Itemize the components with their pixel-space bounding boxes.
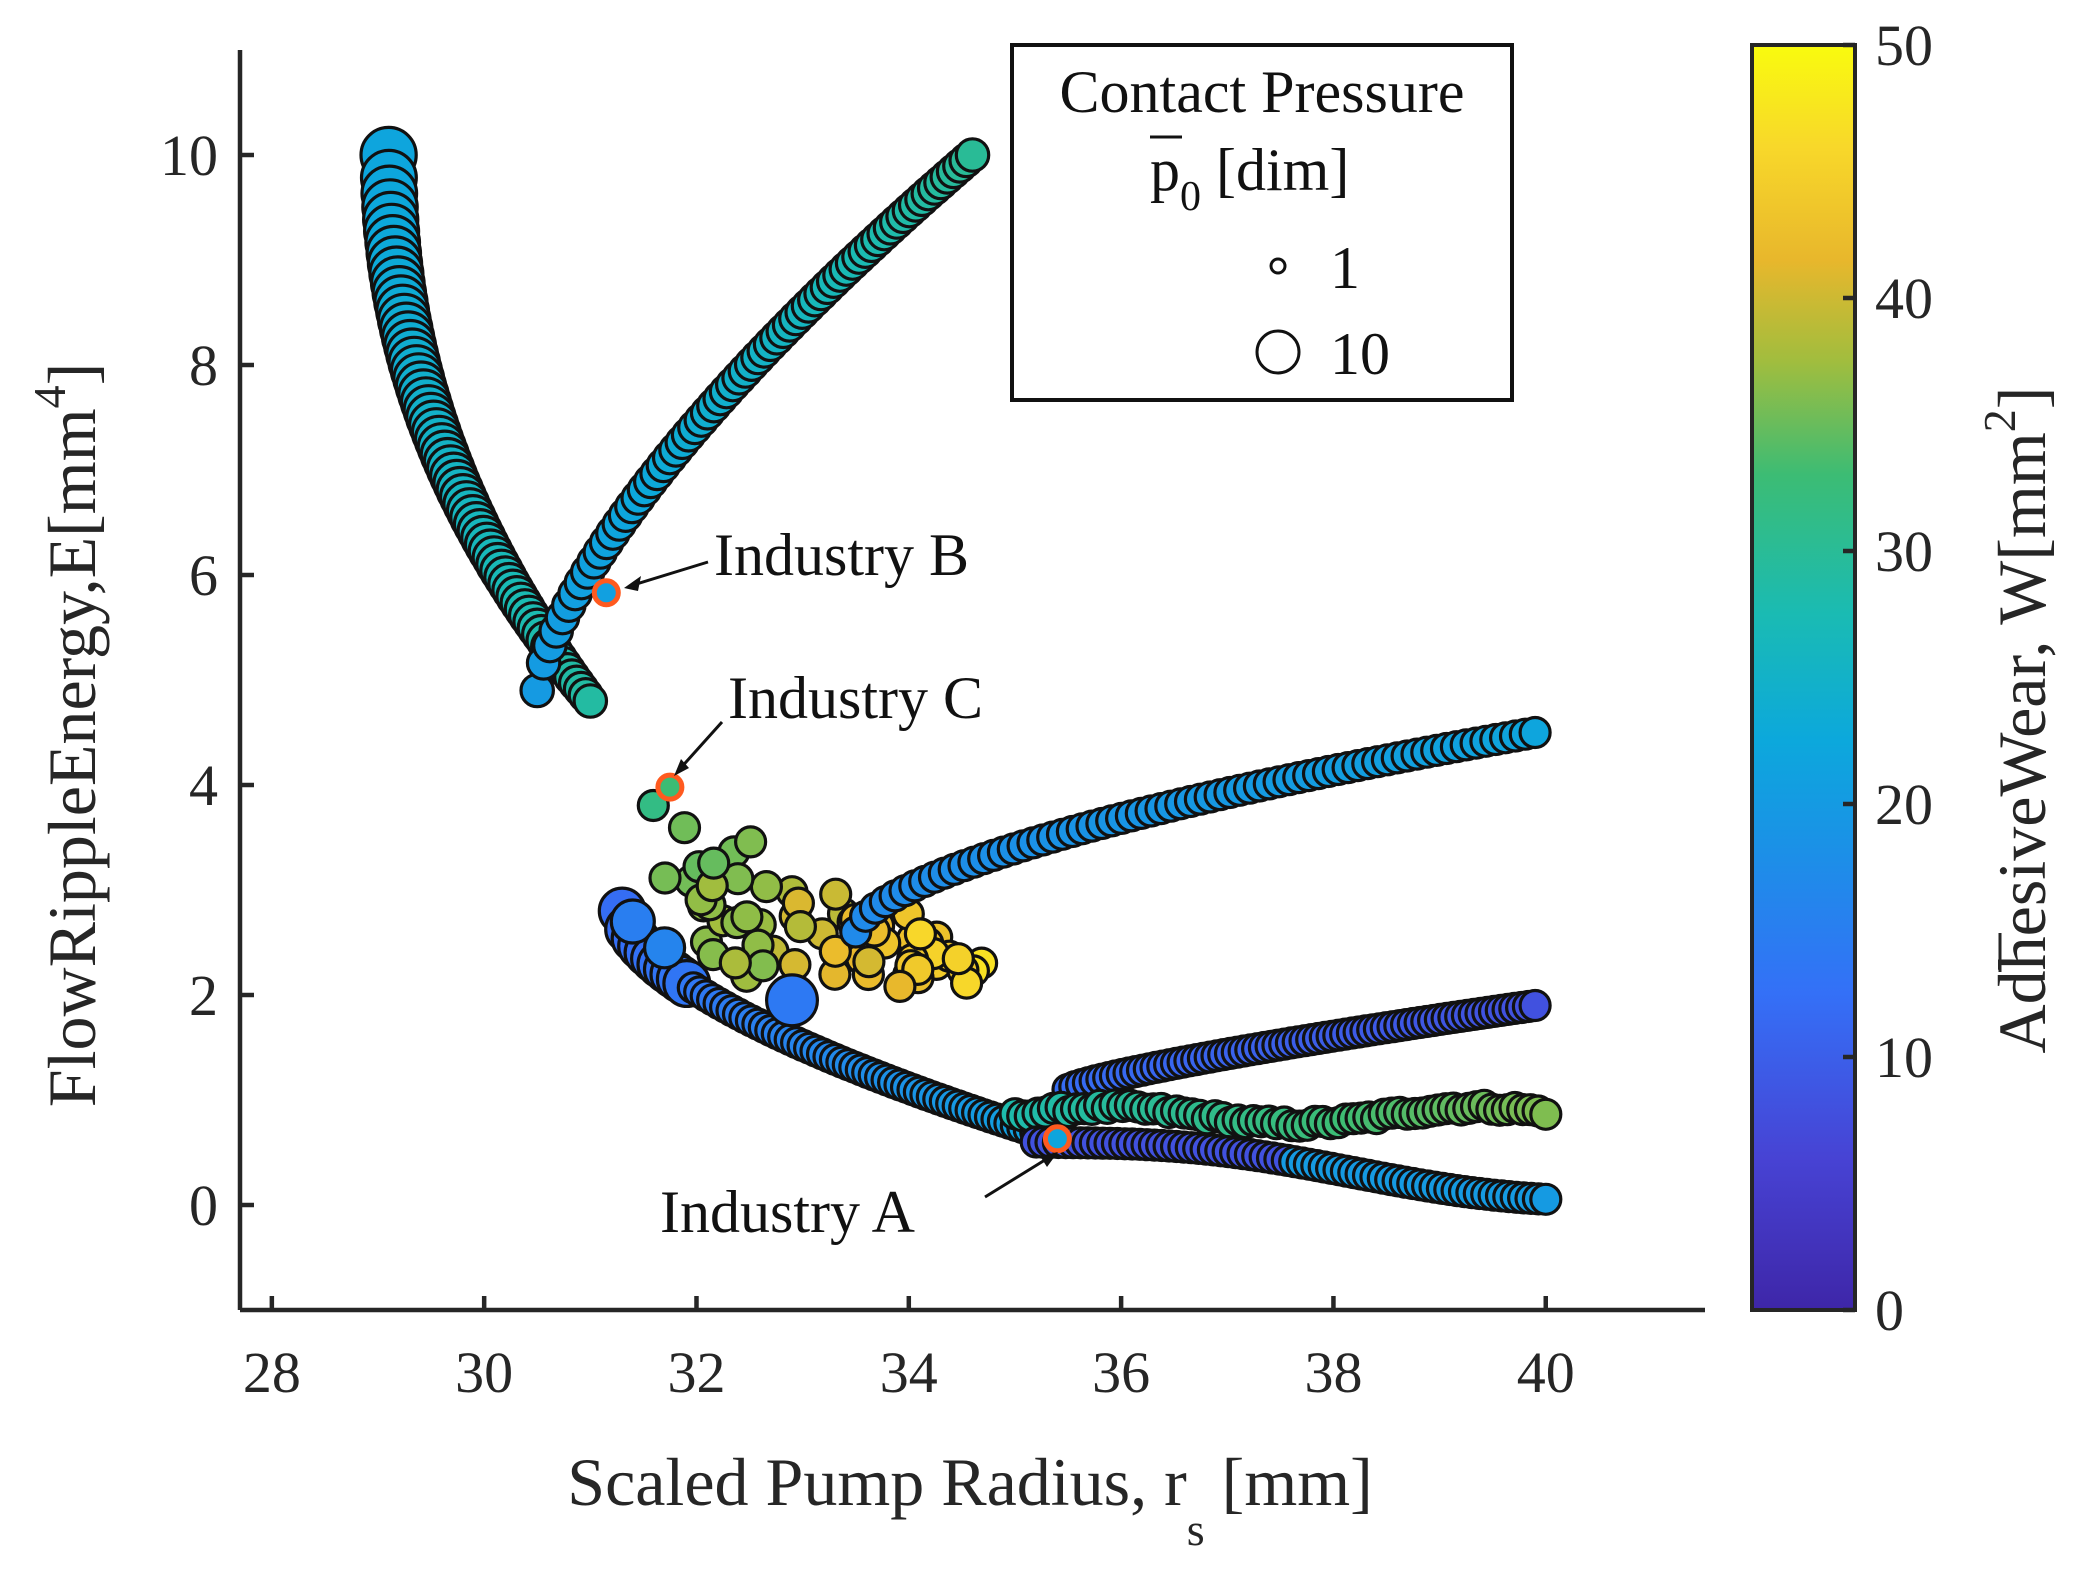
annotation-arrowhead [674,759,689,776]
y-tick-label: 0 [189,1173,218,1238]
data-point [903,917,938,951]
data-point [1518,988,1552,1023]
highlighted-points [591,578,1072,1154]
annotation-label: Industry C [728,665,983,731]
data-point [783,909,818,944]
legend-title: Contact Pressure [1060,59,1465,125]
data-point [819,877,853,911]
x-ticks: 28 30 32 34 36 38 40 [243,1296,1575,1405]
size-legend: Contact Pressure p0 [dim] 1 10 [1010,43,1514,402]
data-point [954,137,991,173]
highlight-point [591,578,621,608]
legend-entry-10: 10 [1330,321,1390,387]
x-tick-label: 40 [1517,1340,1575,1405]
colorbar-gradient [1750,43,1857,1312]
data-point [1529,1097,1563,1131]
x-tick-label: 38 [1304,1340,1362,1405]
data-point [852,945,886,979]
data-point [941,942,975,976]
data-point [648,861,682,895]
annotation-industry-a: Industry A [660,1152,1058,1245]
x-tick-label: 30 [455,1340,513,1405]
annotation-arrow [676,720,724,773]
data-point [730,900,764,934]
colorbar: 0 10 20 30 40 50 AdhesiveWear, W[mm2] [1750,13,2060,1343]
annotation-industry-c: Industry C [674,665,983,776]
data-point [609,898,656,945]
legend-marker-small [1269,257,1287,275]
data-point [764,973,819,1028]
data-point [572,683,609,719]
y-tick-label: 4 [189,753,218,818]
data-point [746,949,780,983]
x-tick-label: 32 [667,1340,725,1405]
y-tick-label: 10 [160,123,218,188]
colorbar-title: AdhesiveWear, W[mm2] [1974,387,2060,1054]
data-point [733,825,768,859]
data-point [667,811,702,845]
highlight-point [1042,1124,1072,1154]
data-point [883,969,917,1004]
legend-marker-large [1255,329,1301,375]
annotation-label: Industry A [660,1179,915,1245]
data-point [642,926,687,970]
y-axis-title: FlowRippleEnergy,E[mm4] [24,363,110,1107]
x-tick-label: 36 [1092,1340,1150,1405]
annotation-arrow [629,560,709,588]
annotation-label: Industry B [714,522,969,588]
x-tick-label: 34 [880,1340,938,1405]
x-axis-title: Scaled Pump Radius, rs [mm] [567,1444,1373,1555]
data-point [1529,1182,1563,1216]
data-point [1518,715,1552,750]
colorbar-tick-label: 20 [1875,772,1933,837]
annotation-arrowhead [624,576,641,591]
data-point [697,846,731,880]
colorbar-tick-label: 30 [1875,519,1933,584]
x-tick-label: 28 [243,1340,301,1405]
annotation-arrow [984,1153,1054,1199]
data-point [718,946,752,980]
highlight-point [655,772,685,802]
colorbar-tick-label: 40 [1875,266,1933,331]
annotation-industry-b: Industry B [624,522,969,591]
y-tick-label: 6 [189,543,218,608]
colorbar-tick-label: 50 [1875,13,1933,78]
y-ticks: 0 2 4 6 8 10 [160,123,254,1238]
colorbar-ticks: 0 10 20 30 40 50 [1843,13,1933,1343]
axes: 28 30 32 34 36 38 40 0 2 4 6 8 10 [160,50,1705,1405]
annotation-arrowhead [1040,1152,1058,1167]
y-tick-label: 2 [189,963,218,1028]
data-point [749,869,784,904]
colorbar-tick-label: 10 [1875,1025,1933,1090]
annotations: Industry B Industry C Industry A [624,522,1058,1245]
data-points [359,125,1563,1216]
data-point [818,934,852,968]
colorbar-tick-label: 0 [1875,1278,1904,1343]
legend-entry-1: 1 [1330,235,1360,301]
y-tick-label: 8 [189,333,218,398]
legend-symbol: p0 [dim] [1150,137,1349,220]
